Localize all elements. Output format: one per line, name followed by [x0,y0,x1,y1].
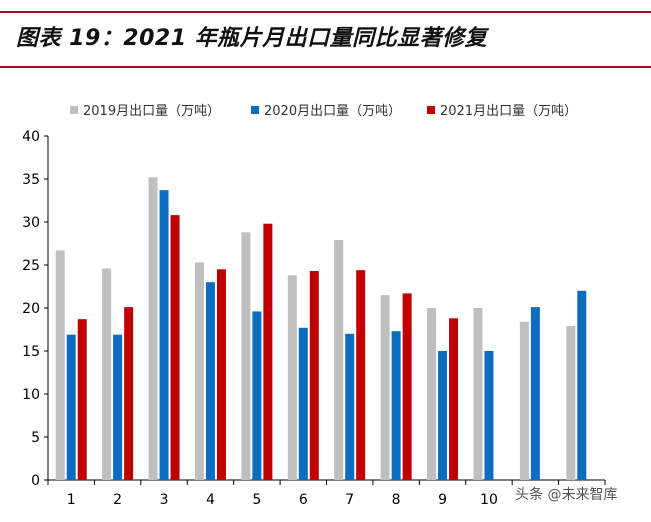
legend-label: 2021月出口量（万吨） [440,104,577,119]
x-tick-label: 5 [252,492,261,508]
x-tick-label: 6 [299,492,308,508]
bar [530,307,540,480]
bar [438,351,448,480]
y-tick-label: 5 [31,430,40,446]
y-tick-label: 10 [22,387,40,403]
y-tick-label: 30 [22,215,40,231]
bar [391,331,401,480]
x-tick-label: 1 [67,492,76,508]
bar [402,293,412,480]
x-tick-label: 2 [113,492,122,508]
bar [380,295,390,480]
bar [356,270,366,480]
legend-swatch [70,106,78,114]
legend-swatch [427,106,435,114]
bar [345,333,355,480]
bar [216,269,226,480]
watermark: 头条 @未来智库 [515,487,618,503]
bar [287,275,297,480]
y-tick-label: 0 [31,473,40,489]
bar [194,262,204,480]
bar [263,223,273,480]
bar [113,334,123,480]
title-accent-rule [0,66,651,68]
x-tick-label: 8 [392,492,401,508]
bar [159,190,169,480]
x-tick-label: 10 [480,492,498,508]
bar [170,215,180,480]
x-tick-label: 3 [160,492,169,508]
legend-label: 2020月出口量（万吨） [264,104,401,119]
y-tick-label: 35 [22,172,40,188]
bar [205,282,215,480]
bar [473,308,483,480]
bar [449,318,459,480]
bar [148,177,158,480]
bar [55,250,65,480]
bar [519,321,529,480]
x-tick-label: 4 [206,492,215,508]
y-tick-label: 20 [22,301,40,317]
bar [298,327,308,480]
bar [577,290,587,480]
bar [252,311,262,480]
top-accent-rule [0,11,651,13]
bar [102,268,112,480]
bar [241,232,251,480]
page-title: 图表 19：2021 年瓶片月出口量同比显著修复 [16,26,488,51]
legend-label: 2019月出口量（万吨） [83,104,220,119]
bar [66,334,76,480]
x-tick-label: 7 [345,492,354,508]
y-tick-label: 15 [22,344,40,360]
bar [77,319,87,480]
bar [566,326,576,480]
legend-swatch [251,106,259,114]
y-tick-label: 25 [22,258,40,274]
bar [334,240,344,480]
bar [484,351,494,480]
bar [309,271,319,480]
bar [124,307,134,480]
bar [427,308,437,480]
x-tick-label: 9 [438,492,447,508]
y-tick-label: 40 [22,129,40,145]
